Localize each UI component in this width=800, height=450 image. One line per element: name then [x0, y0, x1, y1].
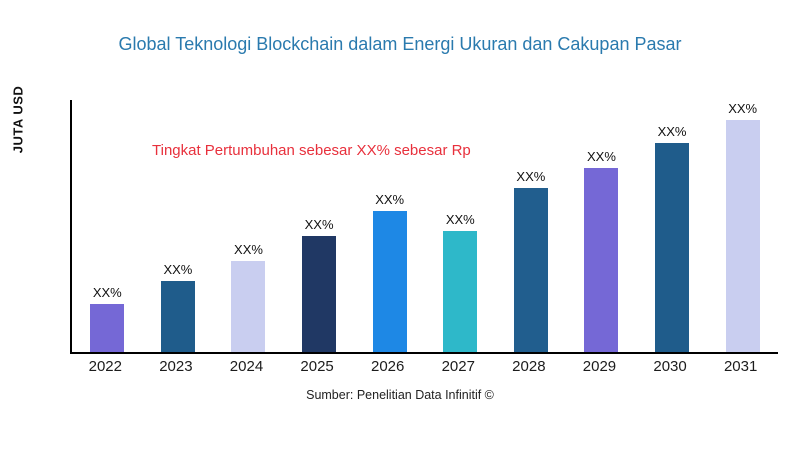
bar-column-2031: XX%: [707, 100, 778, 352]
bar-2023: [160, 281, 195, 352]
bar-column-2028: XX%: [496, 100, 567, 352]
bar-value-label-2024: XX%: [234, 242, 263, 258]
bar-2029: [584, 168, 619, 352]
bar-2028: [513, 188, 548, 352]
bar-column-2029: XX%: [566, 100, 637, 352]
bar-2030: [655, 142, 690, 352]
bar-column-2026: XX%: [354, 100, 425, 352]
bar-value-label-2023: XX%: [163, 262, 193, 278]
growth-annotation: Tingkat Pertumbuhan sebesar XX% sebesar …: [152, 142, 471, 159]
bar-value-label-2028: XX%: [516, 169, 546, 185]
y-axis-label: JUTA USD: [10, 85, 26, 154]
x-tick-2022: 2022: [88, 358, 122, 375]
bar-value-label-2025: XX%: [304, 217, 334, 233]
bar-2027: [443, 231, 478, 352]
x-axis-labels: 2022 2023 2024 2025 2026 2027 2028 2029 2030 2031: [70, 358, 776, 375]
x-tick-2023: 2023: [159, 358, 193, 375]
bar-column-2025: XX%: [284, 100, 355, 352]
bar-value-label-2022: XX%: [92, 285, 122, 301]
bar-column-2030: XX%: [637, 100, 708, 352]
bar-2024: [231, 261, 266, 352]
bar-value-label-2031: XX%: [728, 101, 758, 117]
bar-column-2022: XX%: [72, 100, 143, 352]
chart-title: Global Teknologi Blockchain dalam Energi…: [118, 34, 682, 54]
bar-2031: [725, 120, 760, 352]
x-tick-2030: 2030: [653, 358, 687, 375]
source-caption: Sumber: Penelitian Data Infinitif ©: [306, 388, 494, 402]
bar-2022: [90, 304, 125, 352]
bar-series: XX% XX% XX% XX% XX% XX% XX% XX% XX% XX%: [72, 100, 778, 352]
bar-column-2023: XX%: [143, 100, 214, 352]
bar-column-2027: XX%: [425, 100, 496, 352]
plot-area: Tingkat Pertumbuhan sebesar XX% sebesar …: [70, 100, 778, 354]
x-tick-2031: 2031: [723, 358, 758, 375]
bar-2026: [372, 210, 407, 352]
bar-value-label-2026: XX%: [375, 191, 405, 207]
bar-value-label-2030: XX%: [657, 123, 687, 139]
x-tick-2024: 2024: [229, 358, 264, 375]
bar-value-label-2027: XX%: [445, 212, 475, 228]
bar-column-2024: XX%: [213, 100, 284, 352]
x-tick-2025: 2025: [300, 358, 334, 375]
bar-value-label-2029: XX%: [587, 149, 616, 165]
x-tick-2026: 2026: [370, 358, 405, 375]
x-tick-2027: 2027: [441, 358, 475, 375]
bar-2025: [302, 236, 337, 352]
x-tick-2028: 2028: [512, 358, 546, 375]
x-tick-2029: 2029: [582, 358, 617, 375]
